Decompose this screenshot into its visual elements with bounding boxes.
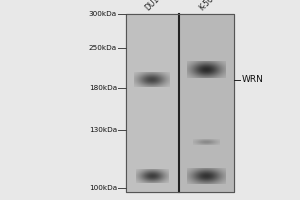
Text: 130kDa: 130kDa (89, 127, 117, 133)
Text: 180kDa: 180kDa (89, 85, 117, 91)
Bar (178, 14, 234, 192)
Bar (126, 14, 178, 192)
Text: K-562: K-562 (197, 0, 218, 12)
Text: 300kDa: 300kDa (89, 11, 117, 17)
Bar (126, 14, 234, 192)
Text: 100kDa: 100kDa (89, 185, 117, 191)
Bar (126, 14, 234, 192)
Text: 250kDa: 250kDa (89, 45, 117, 51)
Text: DU145: DU145 (143, 0, 167, 12)
Text: WRN: WRN (242, 75, 263, 84)
